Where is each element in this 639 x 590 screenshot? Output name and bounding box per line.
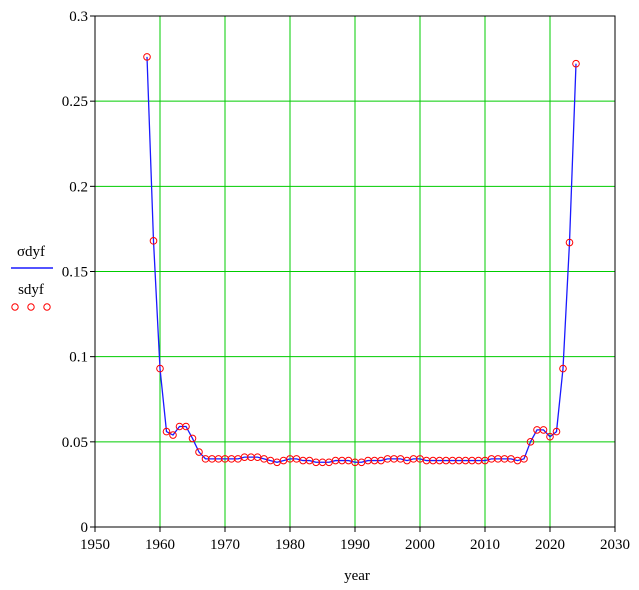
- data-point: [188, 434, 197, 443]
- data-point: [552, 427, 561, 436]
- data-point: [169, 431, 177, 439]
- legend-marker-swatch: [11, 303, 19, 311]
- y-tick-label: 0.1: [69, 350, 88, 366]
- data-point: [526, 438, 535, 446]
- x-axis-title: year: [344, 568, 370, 584]
- legend: σdyf sdyf: [11, 244, 53, 311]
- series-line-path: [146, 56, 577, 463]
- data-point: [182, 422, 190, 431]
- x-tick-label: 2020: [535, 537, 565, 553]
- x-tick-label: 2030: [600, 537, 630, 553]
- data-point: [520, 455, 528, 463]
- x-tick-label: 1960: [145, 537, 175, 553]
- x-tick-label: 1950: [80, 537, 110, 553]
- data-point: [546, 432, 554, 441]
- data-point: [195, 448, 203, 456]
- y-axis-ticks: 0 0.05 0.1 0.15 0.2 0.25 0.3: [62, 9, 95, 536]
- x-tick-label: 2000: [405, 537, 435, 553]
- data-point: [559, 364, 567, 373]
- x-tick-label: 1990: [340, 537, 370, 553]
- data-point: [565, 238, 574, 247]
- data-point: [143, 53, 151, 61]
- data-point: [149, 237, 158, 245]
- data-point: [156, 364, 164, 373]
- legend-label-markers: sdyf: [18, 282, 44, 298]
- series-markers: [143, 53, 580, 467]
- legend-marker-swatch: [43, 303, 51, 311]
- y-tick-label: 0.2: [69, 179, 88, 195]
- y-tick-label: 0.05: [62, 435, 88, 451]
- series-line: [146, 56, 577, 463]
- x-tick-label: 1970: [210, 537, 240, 553]
- data-point: [572, 59, 580, 68]
- y-tick-label: 0.3: [69, 9, 88, 25]
- x-tick-label: 2010: [470, 537, 500, 553]
- data-point: [162, 427, 171, 436]
- x-tick-label: 1980: [275, 537, 305, 553]
- x-axis-ticks: 1950 1960 1970 1980 1990 2000 2010 2020 2030: [80, 527, 630, 553]
- y-tick-label: 0: [81, 520, 89, 536]
- grid-lines: [95, 16, 615, 527]
- legend-label-line: σdyf: [17, 244, 45, 260]
- y-tick-label: 0.25: [62, 94, 88, 110]
- legend-marker-swatch: [27, 303, 35, 311]
- data-point: [539, 426, 548, 434]
- y-tick-label: 0.15: [62, 265, 88, 281]
